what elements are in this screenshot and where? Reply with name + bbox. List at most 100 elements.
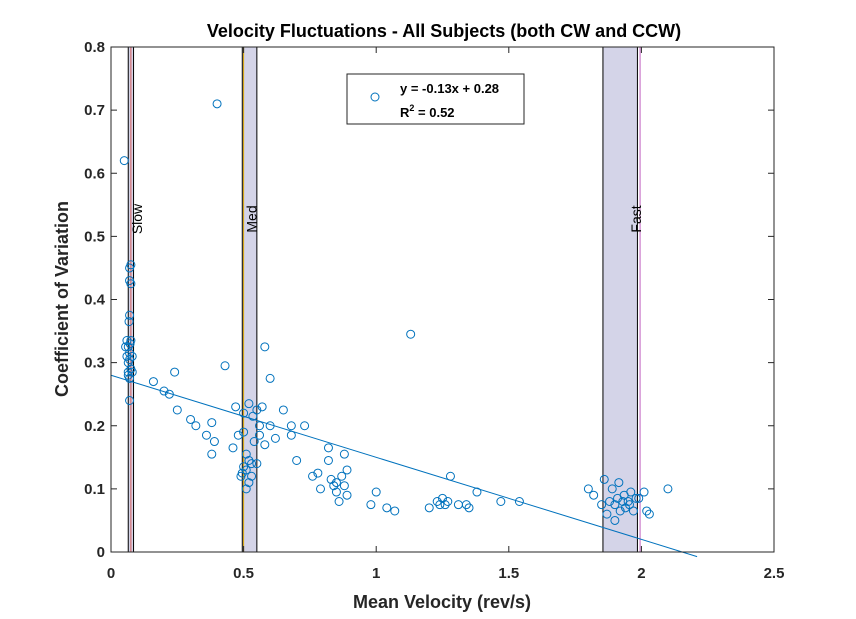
data-point (247, 471, 257, 481)
y-axis-label: Coefficient of Variation (52, 201, 72, 397)
legend-equation: y = -0.13x + 0.28 (400, 81, 499, 96)
data-point (122, 336, 132, 346)
x-tick-label: 2 (637, 565, 645, 582)
y-tick-label: 0 (97, 544, 105, 561)
data-point (443, 497, 453, 506)
data-point (228, 443, 238, 453)
data-point (220, 361, 230, 371)
data-point (642, 506, 652, 516)
plot-area (111, 47, 774, 552)
y-tick-label: 0.7 (84, 102, 105, 119)
data-point (599, 474, 609, 484)
legend-marker (370, 92, 380, 102)
data-point (337, 471, 347, 481)
data-point (663, 484, 673, 494)
data-point (366, 500, 376, 510)
data-point (472, 487, 482, 497)
data-point (610, 515, 620, 525)
data-point (339, 481, 349, 491)
data-point (445, 471, 455, 481)
legend: y = -0.13x + 0.28 R2 = 0.52 (346, 73, 525, 125)
data-point (122, 351, 132, 361)
data-point (339, 449, 349, 459)
data-point (201, 430, 211, 440)
data-point (331, 487, 341, 497)
data-point (610, 500, 620, 510)
data-point (125, 396, 135, 405)
data-point (170, 367, 180, 377)
data-point (119, 156, 129, 166)
y-tick-label: 0.8 (84, 39, 105, 56)
data-point (249, 437, 259, 447)
data-point (265, 373, 275, 383)
data-point (300, 421, 310, 431)
data-point (514, 497, 524, 506)
data-point (639, 487, 649, 497)
data-point (286, 430, 296, 440)
data-point (255, 421, 265, 431)
data-point (209, 437, 219, 447)
data-point (382, 503, 392, 513)
data-point (244, 399, 254, 409)
data-point (602, 509, 612, 519)
x-tick-label: 1 (372, 565, 380, 582)
data-point (461, 500, 471, 510)
band-label-fast: Fast (628, 205, 644, 232)
data-point (239, 408, 249, 418)
data-point (248, 411, 258, 421)
data-point (239, 462, 249, 472)
y-tick-label: 0.2 (84, 418, 105, 435)
fit-layer (110, 374, 698, 558)
data-point (278, 405, 288, 415)
data-point (159, 386, 169, 396)
data-point (186, 414, 196, 424)
y-tick-label: 0.6 (84, 165, 105, 182)
data-point (127, 351, 137, 361)
data-point (231, 402, 241, 412)
data-point (125, 310, 135, 320)
data-point (252, 405, 262, 415)
data-point (628, 506, 638, 516)
data-point (286, 421, 296, 431)
data-point (212, 99, 222, 109)
data-point (164, 389, 174, 399)
data-point (432, 497, 442, 506)
data-point (239, 427, 249, 437)
data-point (313, 468, 323, 478)
data-point (255, 430, 265, 440)
data-point (252, 459, 262, 469)
data-point (121, 342, 131, 352)
data-point (496, 497, 506, 506)
data-point (207, 418, 217, 428)
data-point (583, 484, 593, 494)
fit-line (110, 374, 698, 558)
data-point (265, 421, 275, 431)
x-axis-label: Mean Velocity (rev/s) (353, 592, 531, 612)
data-point (626, 487, 636, 497)
data-point (241, 449, 251, 459)
data-point (607, 484, 617, 494)
band-label-med: Med (243, 205, 259, 232)
legend-box (346, 73, 525, 125)
data-point (236, 471, 246, 481)
data-point (631, 493, 641, 503)
data-point (260, 342, 270, 352)
data-point (247, 459, 257, 469)
band-layer: Slow Med Fast (127, 46, 644, 553)
data-point (634, 493, 644, 503)
chart-title: Velocity Fluctuations - All Subjects (bo… (207, 21, 681, 41)
data-point (148, 377, 158, 387)
data-point (123, 358, 133, 368)
x-tick-label: 0.5 (233, 565, 254, 582)
data-point (124, 317, 134, 327)
data-point (233, 430, 243, 440)
data-point (589, 490, 599, 500)
data-point (644, 509, 654, 519)
data-point (244, 455, 254, 465)
y-tick-label: 0.1 (84, 481, 105, 498)
data-point (292, 455, 302, 465)
data-point (424, 503, 434, 513)
x-tick-label: 2.5 (764, 565, 785, 582)
data-point (464, 503, 474, 513)
data-point (125, 373, 135, 383)
